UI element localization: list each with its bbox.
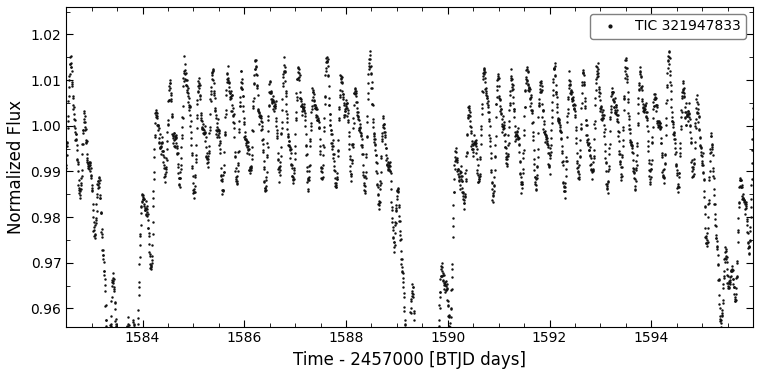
Y-axis label: Normalized Flux: Normalized Flux [7,100,25,234]
TIC 321947833 [632,168,641,173]
TIC 321947833 [319,145,328,149]
TIC 321947833 [480,75,489,80]
TIC 321947833 [374,193,383,197]
TIC 321947833 [664,49,673,53]
Legend: TIC 321947833: TIC 321947833 [591,14,746,39]
TIC 321947833 [754,124,760,129]
Line: TIC 321947833: TIC 321947833 [65,50,759,376]
X-axis label: Time - 2457000 [BTJD days]: Time - 2457000 [BTJD days] [293,351,526,369]
TIC 321947833 [62,166,71,170]
TIC 321947833 [606,94,616,98]
TIC 321947833 [749,97,758,102]
